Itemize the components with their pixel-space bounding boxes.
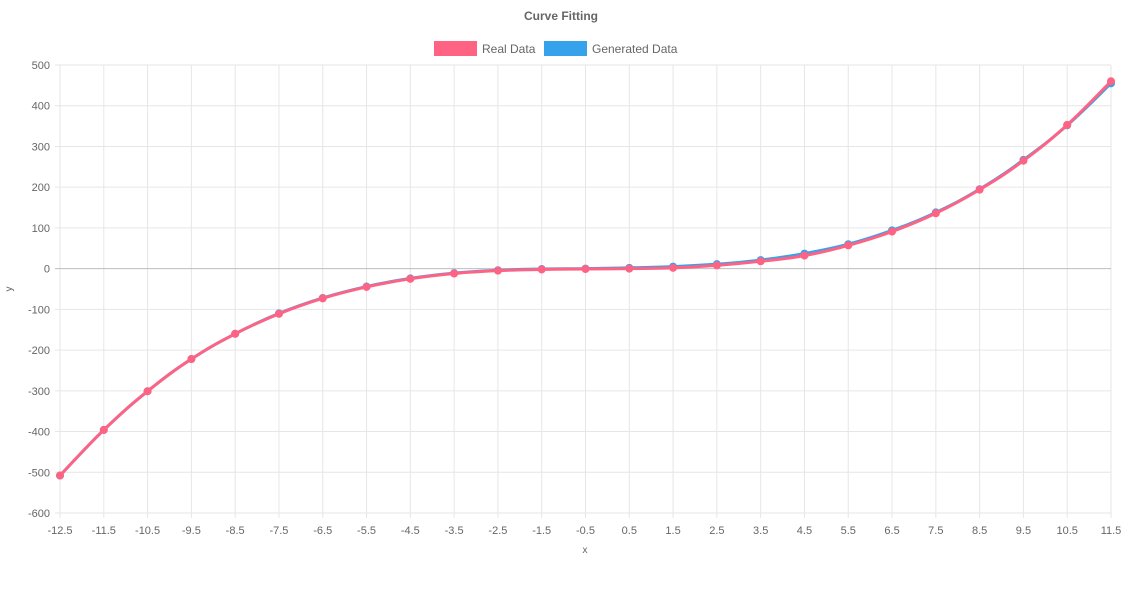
legend: Real Data Generated Data xyxy=(434,41,678,56)
legend-swatch-generated-data xyxy=(544,41,587,56)
y-tick-label: -500 xyxy=(28,467,50,479)
x-tick-label: -0.5 xyxy=(576,525,595,537)
x-tick-label: 6.5 xyxy=(884,525,899,537)
x-tick-label: 2.5 xyxy=(709,525,724,537)
x-tick-label: 10.5 xyxy=(1056,525,1077,537)
data-point-real-data[interactable] xyxy=(712,261,721,270)
data-point-real-data[interactable] xyxy=(493,266,502,275)
x-tick-label: -10.5 xyxy=(135,525,160,537)
x-tick-label: -9.5 xyxy=(182,525,201,537)
x-tick-label: 7.5 xyxy=(928,525,943,537)
x-tick-label: -1.5 xyxy=(532,525,551,537)
y-tick-label: 400 xyxy=(32,101,50,113)
data-point-real-data[interactable] xyxy=(56,471,64,480)
legend-swatch-real-data xyxy=(434,41,477,56)
x-tick-label: -4.5 xyxy=(401,525,420,537)
series xyxy=(56,77,1115,480)
data-point-real-data[interactable] xyxy=(231,329,240,338)
legend-label-real-data: Real Data xyxy=(482,42,536,56)
data-point-real-data[interactable] xyxy=(1063,120,1072,129)
data-point-real-data[interactable] xyxy=(888,227,897,236)
chart-title: Curve Fitting xyxy=(524,9,598,23)
legend-item-real-data[interactable]: Real Data xyxy=(434,41,536,56)
x-tick-label: -3.5 xyxy=(445,525,464,537)
y-tick-label: -600 xyxy=(28,508,50,520)
data-point-real-data[interactable] xyxy=(756,257,765,266)
data-point-real-data[interactable] xyxy=(537,265,546,274)
x-tick-label: 9.5 xyxy=(1016,525,1031,537)
y-tick-label: 100 xyxy=(32,223,50,235)
x-tick-label: 1.5 xyxy=(665,525,680,537)
y-axis-title: y xyxy=(4,287,15,292)
data-point-real-data[interactable] xyxy=(274,309,283,318)
legend-label-generated-data: Generated Data xyxy=(592,42,678,56)
x-tick-label: -11.5 xyxy=(92,525,116,537)
x-tick-label: 8.5 xyxy=(972,525,987,537)
data-point-real-data[interactable] xyxy=(975,185,984,194)
data-point-real-data[interactable] xyxy=(931,209,940,218)
x-tick-label: 5.5 xyxy=(841,525,856,537)
legend-item-generated-data[interactable]: Generated Data xyxy=(544,41,678,56)
data-point-real-data[interactable] xyxy=(669,263,678,272)
y-tick-label: 0 xyxy=(44,264,50,276)
y-tick-label: -400 xyxy=(28,427,50,439)
data-point-real-data[interactable] xyxy=(625,264,634,273)
x-tick-label: 11.5 xyxy=(1101,525,1122,537)
data-point-real-data[interactable] xyxy=(1019,156,1028,165)
data-point-real-data[interactable] xyxy=(450,269,459,278)
x-tick-label: -8.5 xyxy=(226,525,245,537)
y-tick-label: 300 xyxy=(32,141,50,153)
data-point-real-data[interactable] xyxy=(844,241,853,250)
x-tick-label: 0.5 xyxy=(622,525,637,537)
x-axis-title: x xyxy=(583,545,588,556)
x-tick-label: 3.5 xyxy=(753,525,768,537)
data-point-real-data[interactable] xyxy=(143,387,152,396)
data-point-real-data[interactable] xyxy=(362,282,371,291)
data-point-real-data[interactable] xyxy=(800,251,809,260)
series-real-data xyxy=(56,77,1115,480)
y-tick-label: -300 xyxy=(28,386,50,398)
x-tick-label: -12.5 xyxy=(47,525,72,537)
y-tick-label: 200 xyxy=(32,182,50,194)
x-tick-label: -7.5 xyxy=(269,525,288,537)
data-point-real-data[interactable] xyxy=(187,355,196,364)
x-tick-label: -2.5 xyxy=(488,525,507,537)
data-point-real-data[interactable] xyxy=(318,294,327,303)
x-tick-label: -6.5 xyxy=(313,525,332,537)
x-tick-label: -5.5 xyxy=(357,525,376,537)
y-tick-label: 500 xyxy=(32,60,50,72)
y-tick-label: -100 xyxy=(28,304,50,316)
data-point-real-data[interactable] xyxy=(581,265,590,274)
x-tick-label: 4.5 xyxy=(797,525,812,537)
data-point-real-data[interactable] xyxy=(99,425,108,434)
data-point-real-data[interactable] xyxy=(406,274,415,283)
tick-labels: -12.5 -11.5 -10.5 -9.5 -8.5 -7.5 -6.5 -5.5 -4.5 -… xyxy=(28,60,1121,537)
data-point-real-data[interactable] xyxy=(1107,77,1115,86)
grid xyxy=(55,64,1112,518)
y-tick-label: -200 xyxy=(28,345,50,357)
